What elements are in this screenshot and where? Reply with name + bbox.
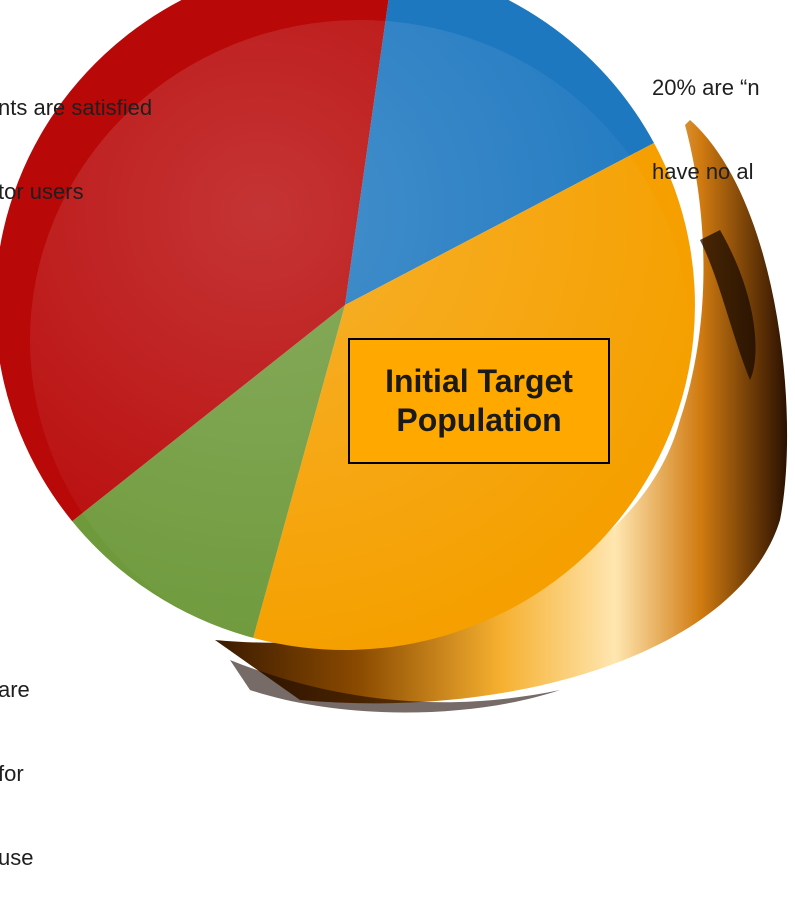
pie-edge-bottom-shadow — [230, 660, 560, 713]
annotation-top-left: nts are satisfied tor users — [0, 38, 152, 234]
slice-label-initial-target-population: Initial Target Population — [348, 338, 610, 464]
annotation-bottom-left: are for use — [0, 620, 33, 900]
center-label-line: Population — [396, 402, 562, 438]
annotation-line: are — [0, 677, 30, 702]
pie-edge-outer — [215, 120, 788, 704]
annotation-line: for — [0, 761, 24, 786]
annotation-line: 20% are “n — [652, 75, 760, 100]
annotation-line: tor users — [0, 179, 84, 204]
annotation-line: use — [0, 845, 34, 870]
annotation-top-right: 20% are “n have no al — [652, 18, 760, 214]
annotation-line: nts are satisfied — [0, 95, 153, 120]
annotation-line: have no al — [652, 159, 754, 184]
center-label-line: Initial Target — [385, 363, 573, 399]
pie-edge-dark — [700, 230, 756, 380]
